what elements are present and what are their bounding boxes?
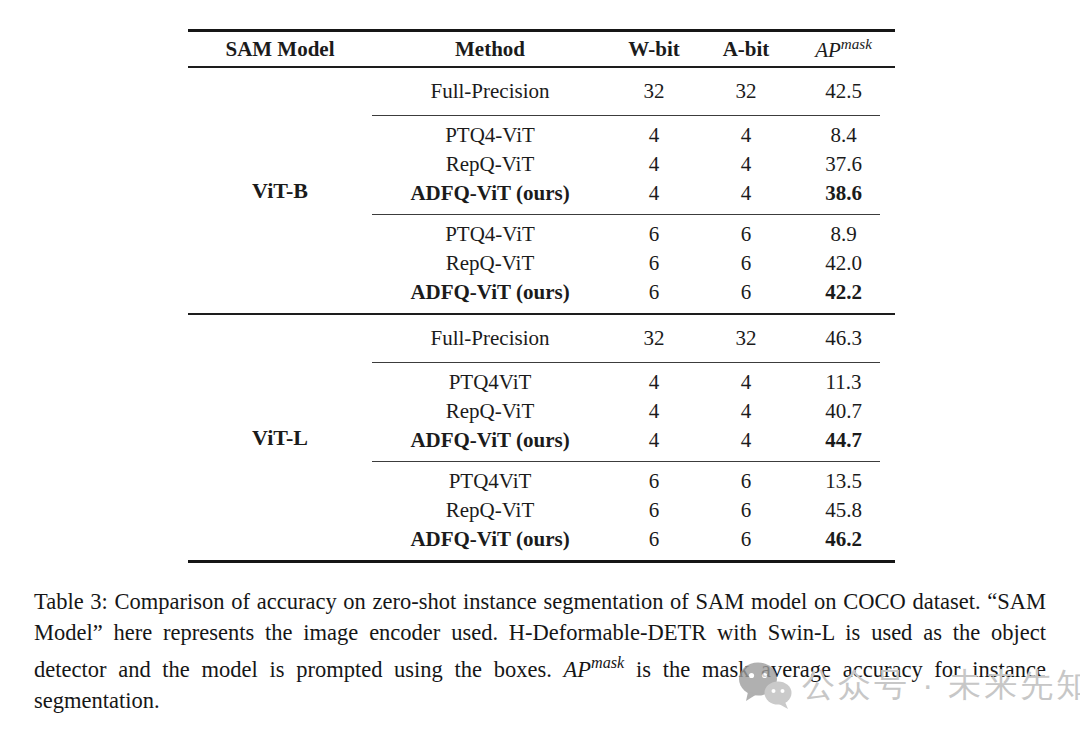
abit-cell: 6 (700, 527, 792, 552)
ap-cell: 37.6 (792, 152, 895, 177)
wbit-cell: 4 (608, 181, 700, 206)
method-cell: RepQ-ViT (372, 251, 608, 276)
abit-cell: 32 (700, 79, 792, 104)
table-bottom-rule (188, 560, 895, 563)
header-sam-model: SAM Model (188, 37, 372, 62)
ap-cell: 42.2 (792, 280, 895, 305)
ap-cell: 38.6 (792, 181, 895, 206)
wbit-cell: 4 (608, 370, 700, 395)
method-cell: RepQ-ViT (372, 152, 608, 177)
table-header-row: SAM Model Method W-bit A-bit APmask (188, 32, 895, 66)
abit-cell: 4 (700, 370, 792, 395)
abit-cell: 6 (700, 280, 792, 305)
caption-ap-base: AP (564, 657, 592, 682)
abit-cell: 32 (700, 326, 792, 351)
ap-cell: 46.2 (792, 527, 895, 552)
ap-cell: 45.8 (792, 498, 895, 523)
method-cell: RepQ-ViT (372, 498, 608, 523)
wbit-cell: 6 (608, 280, 700, 305)
method-cell: ADFQ-ViT (ours) (372, 181, 608, 206)
wbit-cell: 4 (608, 152, 700, 177)
abit-cell: 6 (700, 498, 792, 523)
ap-cell: 8.9 (792, 222, 895, 247)
header-ap-mask: APmask (792, 36, 895, 63)
method-cell: ADFQ-ViT (ours) (372, 527, 608, 552)
header-abit: A-bit (700, 37, 792, 62)
method-cell: PTQ4ViT (372, 469, 608, 494)
wbit-cell: 4 (608, 399, 700, 424)
model-label-vit-l: ViT-L (188, 315, 372, 560)
header-method: Method (372, 37, 608, 62)
abit-cell: 4 (700, 123, 792, 148)
ap-cell: 8.4 (792, 123, 895, 148)
ap-cell: 13.5 (792, 469, 895, 494)
abit-cell: 6 (700, 251, 792, 276)
abit-cell: 6 (700, 469, 792, 494)
abit-cell: 6 (700, 222, 792, 247)
abit-cell: 4 (700, 181, 792, 206)
group-vit-l: ViT-L Full-Precision 32 32 46.3 PTQ4ViT … (188, 315, 895, 560)
wbit-cell: 6 (608, 469, 700, 494)
method-cell: Full-Precision (372, 326, 608, 351)
model-label-vit-b: ViT-B (188, 68, 372, 313)
wbit-cell: 32 (608, 326, 700, 351)
ap-cell: 42.0 (792, 251, 895, 276)
method-cell: PTQ4-ViT (372, 123, 608, 148)
wbit-cell: 6 (608, 527, 700, 552)
ap-cell: 44.7 (792, 428, 895, 453)
ap-base: AP (815, 38, 841, 62)
wbit-cell: 32 (608, 79, 700, 104)
wbit-cell: 4 (608, 428, 700, 453)
table-caption: Table 3: Comparison of accuracy on zero-… (34, 586, 1046, 716)
method-cell: PTQ4ViT (372, 370, 608, 395)
ap-cell: 46.3 (792, 326, 895, 351)
wbit-cell: 6 (608, 498, 700, 523)
ap-cell: 40.7 (792, 399, 895, 424)
method-cell: PTQ4-ViT (372, 222, 608, 247)
caption-ap-sup: mask (591, 654, 624, 672)
wbit-cell: 6 (608, 251, 700, 276)
abit-cell: 4 (700, 152, 792, 177)
abit-cell: 4 (700, 428, 792, 453)
header-wbit: W-bit (608, 37, 700, 62)
results-table: SAM Model Method W-bit A-bit APmask ViT-… (188, 29, 895, 563)
method-cell: Full-Precision (372, 79, 608, 104)
ap-sup: mask (841, 36, 872, 52)
method-cell: ADFQ-ViT (ours) (372, 428, 608, 453)
wbit-cell: 6 (608, 222, 700, 247)
abit-cell: 4 (700, 399, 792, 424)
method-cell: ADFQ-ViT (ours) (372, 280, 608, 305)
method-cell: RepQ-ViT (372, 399, 608, 424)
wbit-cell: 4 (608, 123, 700, 148)
group-vit-b: ViT-B Full-Precision 32 32 42.5 PTQ4-ViT… (188, 68, 895, 313)
ap-cell: 11.3 (792, 370, 895, 395)
ap-cell: 42.5 (792, 79, 895, 104)
